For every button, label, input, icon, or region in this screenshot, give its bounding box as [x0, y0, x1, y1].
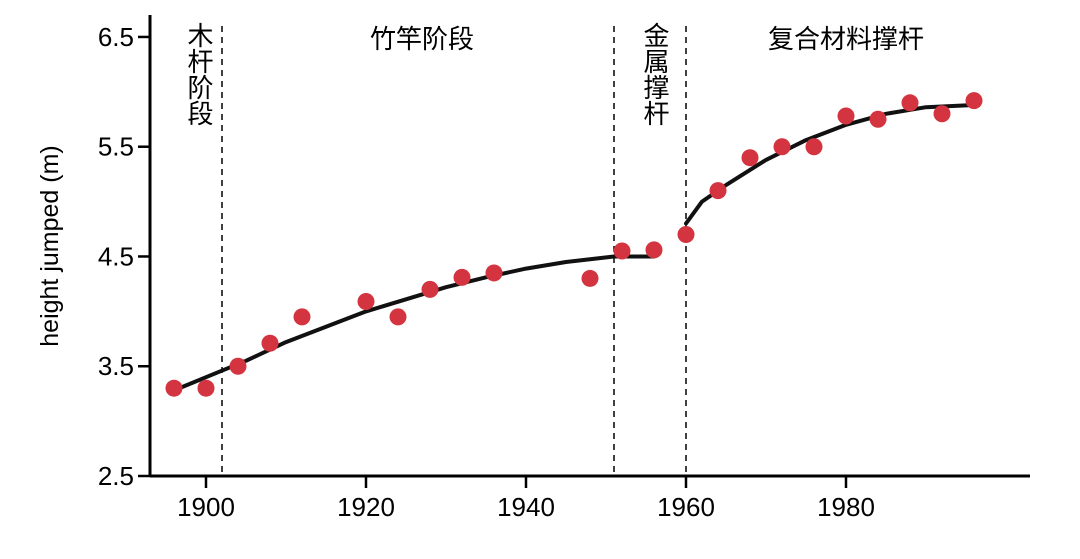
x-tick-label-0: 1900 [177, 492, 235, 522]
era-label-2: 金属撑杆 [639, 22, 669, 126]
x-ticks: 1900 1920 1940 1960 1980 [177, 476, 875, 522]
data-points [165, 92, 983, 397]
y-tick-label-2: 4.5 [98, 241, 134, 271]
data-point-15 [741, 149, 759, 167]
data-point-1 [197, 379, 215, 397]
trend-segment-1 [684, 103, 976, 226]
data-point-7 [421, 280, 439, 298]
data-point-21 [933, 105, 951, 123]
data-point-19 [869, 110, 887, 128]
data-point-16 [773, 138, 791, 156]
x-tick-label-1: 1920 [337, 492, 395, 522]
era-labels: 木杆阶段 竹竿阶段 金属撑杆 复合材料撑杆 [183, 22, 924, 126]
data-point-22 [965, 92, 983, 110]
y-axis-title: height jumped (m) [36, 145, 64, 346]
data-point-13 [677, 226, 695, 244]
era-label-1: 竹竿阶段 [370, 25, 474, 55]
era-label-0: 木杆阶段 [183, 22, 213, 126]
data-point-3 [261, 334, 279, 352]
x-tick-label-3: 1960 [657, 492, 715, 522]
data-point-17 [805, 138, 823, 156]
data-point-6 [389, 308, 407, 326]
data-point-2 [229, 357, 247, 375]
y-tick-label-0: 2.5 [98, 461, 134, 491]
data-point-4 [293, 308, 311, 326]
data-point-8 [453, 268, 471, 286]
data-point-5 [357, 292, 375, 310]
data-point-11 [613, 242, 631, 260]
x-tick-label-4: 1980 [817, 492, 875, 522]
trend-segment-0 [172, 254, 656, 393]
axes [148, 15, 1030, 478]
x-tick-label-2: 1940 [497, 492, 555, 522]
data-point-0 [165, 379, 183, 397]
data-point-12 [645, 241, 663, 259]
y-tick-label-1: 3.5 [98, 351, 134, 381]
y-ticks: 2.5 3.5 4.5 5.5 6.5 [98, 22, 150, 491]
data-point-10 [581, 269, 599, 287]
y-tick-label-4: 6.5 [98, 22, 134, 52]
data-point-9 [485, 264, 503, 282]
data-point-18 [837, 107, 855, 125]
era-label-3: 复合材料撑杆 [768, 25, 924, 55]
y-tick-label-3: 5.5 [98, 132, 134, 162]
data-point-14 [709, 182, 727, 200]
data-point-20 [901, 94, 919, 112]
trend-lines [172, 103, 976, 393]
